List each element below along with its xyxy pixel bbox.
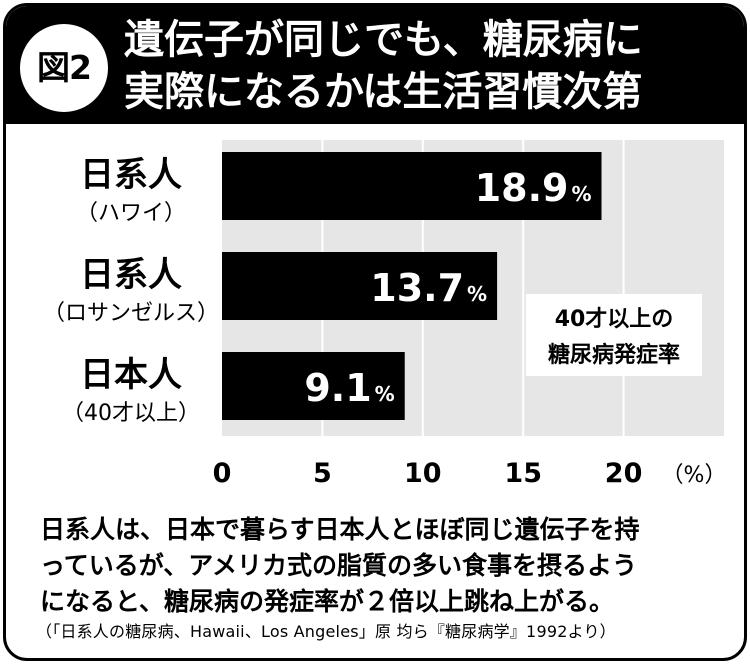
description-line-2: っているが、アメリカ式の脂質の多い食事を摂るよう xyxy=(40,551,638,580)
figure-frame: 図2 遺伝子が同じでも、糖尿病に 実際になるかは生活習慣次第 18.9% 日系人 （… xyxy=(3,3,747,661)
description-line-3: になると、糖尿病の発症率が２倍以上跳ね上がる。 xyxy=(40,587,615,616)
x-tick-label: 10 xyxy=(404,458,442,489)
title-line-1: 遺伝子が同じでも、糖尿病に xyxy=(124,17,643,63)
category-sublabel: （ハワイ） xyxy=(76,201,186,226)
annotation-line-2: 糖尿病発症率 xyxy=(548,342,680,368)
category-sublabel: （40才以上） xyxy=(62,401,200,426)
annotation-box xyxy=(526,294,702,376)
bar-value-label: 9.1% xyxy=(304,366,394,410)
bar xyxy=(222,252,498,320)
annotation-line-1: 40才以上の xyxy=(555,306,674,332)
category-label: 日系人 xyxy=(80,255,182,295)
x-tick-label: 5 xyxy=(313,458,332,489)
category-sublabel: （ロサンゼルス） xyxy=(43,301,219,326)
category-label: 日系人 xyxy=(80,155,182,195)
x-tick-label: 15 xyxy=(504,458,542,489)
bar xyxy=(222,152,602,220)
figure-title: 遺伝子が同じでも、糖尿病に 実際になるかは生活習慣次第 xyxy=(124,14,736,118)
x-axis-unit: （%） xyxy=(662,463,727,488)
figure-number-badge: 図2 xyxy=(20,24,108,112)
bar-chart: 18.9 % 日系人 （ハワイ） 13.7 % 日系人 （ロサンゼルス） 9.1 % 日本人 （40才… xyxy=(43,140,727,489)
bar-value-label: 13.7% xyxy=(370,266,487,310)
source-citation: （「日系人の糖尿病、Hawaii、Los Angeles」原 均ら『糖尿病学』1… xyxy=(36,622,616,641)
category-label: 日本人 xyxy=(80,355,182,395)
figure-header: 図2 遺伝子が同じでも、糖尿病に 実際になるかは生活習慣次第 xyxy=(6,6,744,124)
x-tick-label: 20 xyxy=(605,458,643,489)
title-line-2: 実際になるかは生活習慣次第 xyxy=(124,69,643,115)
description: 日系人は、日本で暮らす日本人とほぼ同じ遺伝子を持 っているが、アメリカ式の脂質の… xyxy=(40,512,720,620)
x-tick-label: 0 xyxy=(213,458,232,489)
description-line-1: 日系人は、日本で暮らす日本人とほぼ同じ遺伝子を持 xyxy=(40,515,640,544)
bar-value-label: 18.9% xyxy=(475,166,592,210)
bar xyxy=(222,352,405,420)
